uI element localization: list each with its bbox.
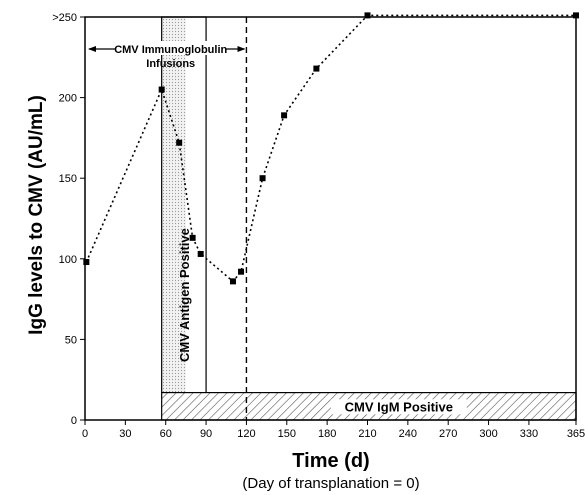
y-tick-label: >250 (52, 12, 77, 24)
x-tick-label: 60 (160, 428, 172, 440)
data-point (176, 139, 183, 146)
data-point (364, 12, 371, 19)
axes: 0 30 60 90 120 150 180 210 240 270 300 330 365 0 50 100… (52, 12, 585, 440)
x-tick-label: 180 (318, 428, 336, 440)
annotation-text: CMV Immunoglobulin Infusions CMV Antigen P… (88, 41, 467, 415)
y-tick-label: 200 (59, 93, 77, 105)
data-point (259, 175, 266, 182)
x-tick-label: 210 (358, 428, 376, 440)
plot-frame (84, 16, 577, 421)
x-tick-label: 270 (439, 428, 457, 440)
data-point (197, 250, 204, 257)
data-series (83, 12, 579, 285)
data-point (573, 12, 579, 19)
x-tick-label: 365 (567, 428, 585, 440)
data-point (189, 234, 196, 241)
series-line (85, 14, 576, 283)
data-point (313, 65, 320, 72)
x-tick-label: 90 (200, 428, 212, 440)
x-tick-label: 240 (399, 428, 417, 440)
x-axis-sublabel: (Day of transplanation = 0) (242, 475, 419, 492)
infusion-shaded-band (161, 17, 186, 393)
y-tick-label: 50 (65, 334, 77, 346)
igm-label-bg (330, 399, 467, 415)
data-point (281, 112, 288, 119)
x-tick-label: 330 (520, 428, 538, 440)
x-tick-label: 150 (278, 428, 296, 440)
y-tick-label: 0 (71, 415, 77, 427)
y-tick-label: 100 (59, 254, 77, 266)
x-tick-label: 30 (119, 428, 131, 440)
data-point (229, 278, 236, 285)
x-axis-label: Time (d) (292, 450, 369, 472)
antigen-positive-label: CMV Antigen Positive (177, 228, 192, 362)
infusions-label-bg (116, 41, 225, 55)
igm-positive-label: CMV IgM Positive (345, 399, 453, 414)
data-point (83, 259, 90, 266)
data-point (158, 86, 165, 93)
y-axis-label: IgG levels to CMV (AU/mL) (26, 95, 47, 335)
x-tick-label: 120 (237, 428, 255, 440)
x-tick-label: 300 (479, 428, 497, 440)
data-point (238, 268, 245, 275)
infusions-label-line2: Infusions (146, 58, 195, 70)
annotation-regions (161, 16, 577, 421)
y-tick-label: 150 (59, 173, 77, 185)
infusions-label-line1: CMV Immunoglobulin (114, 44, 227, 56)
x-tick-label: 0 (82, 428, 88, 440)
